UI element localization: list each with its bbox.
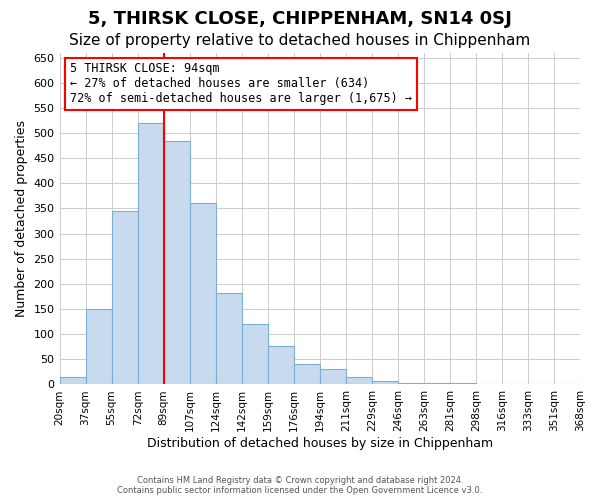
Text: 5, THIRSK CLOSE, CHIPPENHAM, SN14 0SJ: 5, THIRSK CLOSE, CHIPPENHAM, SN14 0SJ <box>88 10 512 28</box>
Text: Contains HM Land Registry data © Crown copyright and database right 2024.
Contai: Contains HM Land Registry data © Crown c… <box>118 476 482 495</box>
Bar <box>320 370 346 384</box>
Bar <box>59 377 86 384</box>
X-axis label: Distribution of detached houses by size in Chippenham: Distribution of detached houses by size … <box>147 437 493 450</box>
Bar <box>164 140 190 384</box>
Bar <box>372 381 398 384</box>
Bar <box>215 293 242 384</box>
Text: 5 THIRSK CLOSE: 94sqm
← 27% of detached houses are smaller (634)
72% of semi-det: 5 THIRSK CLOSE: 94sqm ← 27% of detached … <box>70 62 412 106</box>
Y-axis label: Number of detached properties: Number of detached properties <box>15 120 28 317</box>
Bar <box>242 324 268 384</box>
Bar <box>268 346 294 385</box>
Text: Size of property relative to detached houses in Chippenham: Size of property relative to detached ho… <box>70 32 530 48</box>
Bar <box>86 309 112 384</box>
Bar <box>112 211 137 384</box>
Bar <box>137 123 164 384</box>
Bar <box>346 377 372 384</box>
Bar <box>294 364 320 384</box>
Bar <box>190 204 215 384</box>
